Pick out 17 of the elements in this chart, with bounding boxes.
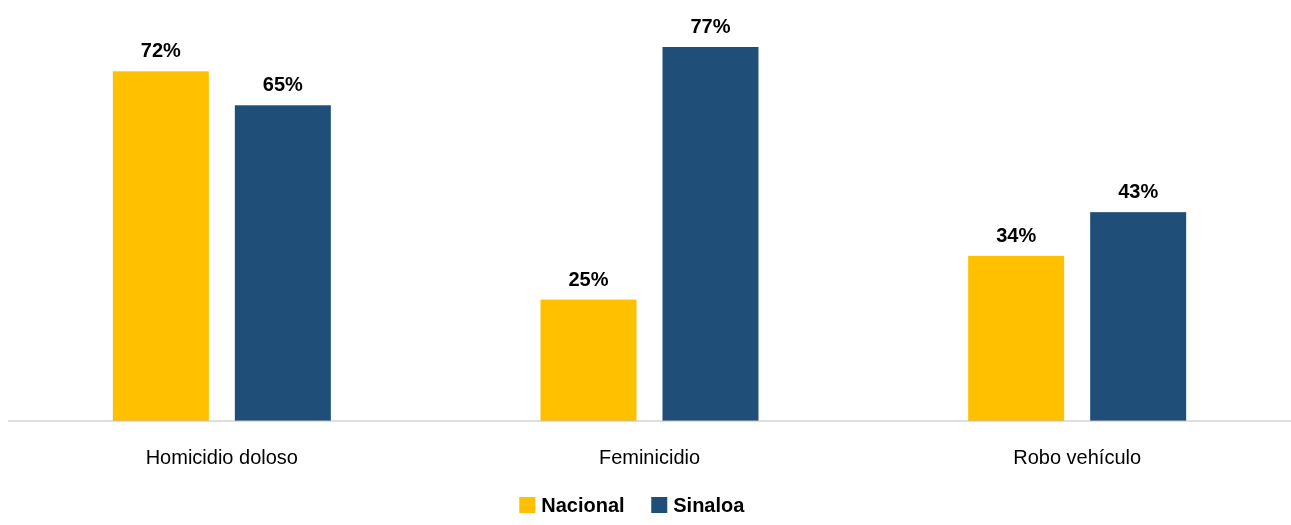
bar xyxy=(540,299,637,421)
x-tick-label: Feminicidio xyxy=(598,446,701,468)
bar xyxy=(234,105,331,421)
data-label: 72% xyxy=(140,39,182,62)
data-label: 77% xyxy=(690,15,731,37)
x-tick-label: Homicidio doloso xyxy=(145,446,298,468)
bar xyxy=(1090,212,1187,421)
data-label: 25% xyxy=(568,267,609,290)
bar xyxy=(112,71,209,421)
bar xyxy=(968,255,1065,421)
x-tick-label: Robo vehículo xyxy=(1013,446,1142,468)
data-label: 43% xyxy=(1118,180,1159,203)
bar xyxy=(662,47,759,421)
data-label: 34% xyxy=(996,223,1037,246)
legend-label: Nacional xyxy=(541,494,625,516)
legend-label: Sinaloa xyxy=(673,494,746,516)
data-label: 65% xyxy=(262,73,304,96)
